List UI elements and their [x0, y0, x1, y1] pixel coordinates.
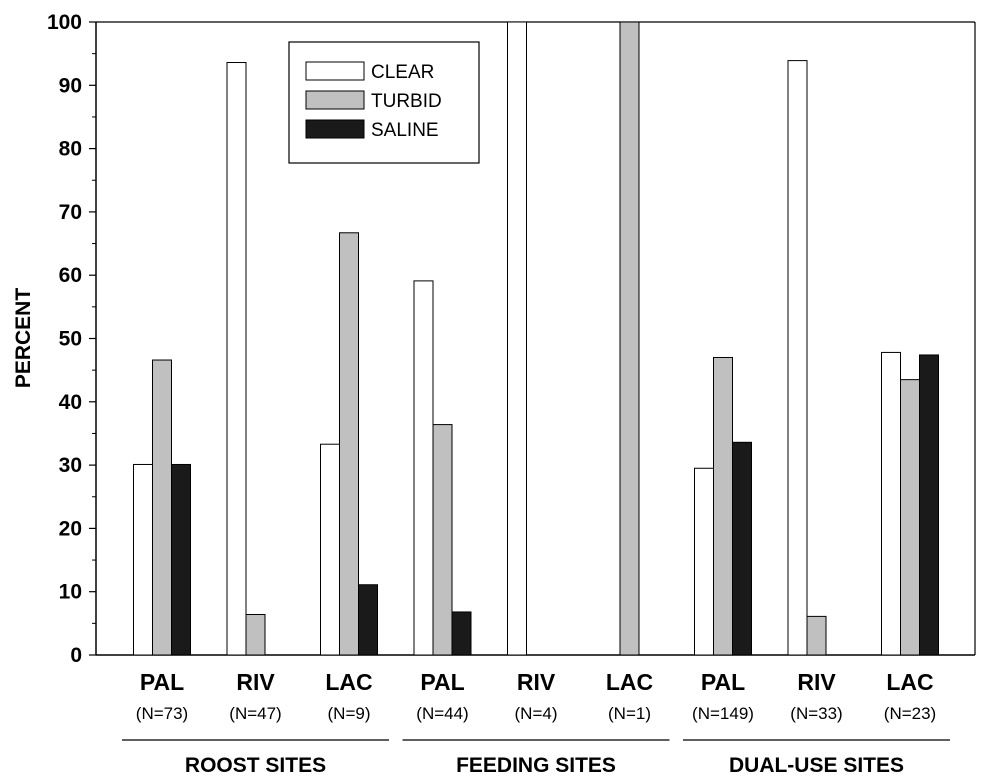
- category-n-label: (N=73): [136, 704, 188, 723]
- bar-clear-6: [694, 467, 714, 656]
- category-labels: PAL (N=73) RIV (N=47) LAC (N=9) PAL (N=44) RIV (N…: [122, 669, 950, 777]
- category-label: PAL: [420, 669, 464, 695]
- category-n-label: (N=23): [884, 704, 936, 723]
- category-n-label: (N=4): [515, 704, 558, 723]
- category-label: LAC: [886, 669, 933, 695]
- y-axis-label: PERCENT: [12, 288, 35, 389]
- legend-label-turbid: TURBID: [371, 91, 442, 112]
- category-n-label: (N=1): [608, 704, 651, 723]
- bar-clear-4: [507, 21, 527, 656]
- bar-turbid-1: [245, 613, 266, 656]
- bar-clear-7: [787, 60, 808, 656]
- bar-clear-8: [881, 351, 901, 656]
- y-tick-label: 0: [70, 644, 82, 667]
- y-tick-label: 60: [59, 264, 82, 287]
- legend-swatch-clear: [305, 61, 365, 81]
- category-label: RIV: [797, 669, 836, 695]
- bar-turbid-2: [339, 232, 359, 656]
- legend-swatch-turbid: [305, 90, 365, 110]
- y-tick-label: 40: [59, 391, 82, 414]
- category-label: PAL: [701, 669, 745, 695]
- bar-clear-3: [413, 280, 434, 656]
- bar-saline-6: [732, 441, 752, 656]
- y-tick-label: 80: [59, 138, 82, 161]
- y-tick-label: 30: [59, 454, 82, 477]
- bar-turbid-5: [619, 21, 640, 656]
- y-tick-label: 90: [59, 74, 82, 97]
- bar-saline-2: [358, 584, 378, 656]
- bar-saline-3: [451, 611, 472, 656]
- bar-turbid-8: [900, 379, 920, 656]
- category-label: PAL: [140, 669, 184, 695]
- group-label: FEEDING SITES: [456, 754, 616, 777]
- group-label: ROOST SITES: [185, 754, 326, 777]
- category-n-label: (N=9): [328, 704, 371, 723]
- category-label: RIV: [236, 669, 275, 695]
- bar-clear-1: [226, 62, 247, 656]
- bar-turbid-3: [432, 424, 453, 656]
- y-tick-label: 20: [59, 517, 82, 540]
- bars: [133, 21, 939, 656]
- category-n-label: (N=149): [692, 704, 754, 723]
- category-label: RIV: [517, 669, 556, 695]
- legend-label-saline: SALINE: [371, 120, 439, 141]
- category-n-label: (N=44): [416, 704, 468, 723]
- legend-swatch-saline: [305, 119, 365, 139]
- y-tick-label: 70: [59, 201, 82, 224]
- bar-clear-0: [133, 463, 153, 656]
- bar-turbid-6: [713, 356, 733, 656]
- bar-turbid-7: [806, 615, 827, 656]
- category-n-label: (N=33): [790, 704, 842, 723]
- legend-label-clear: CLEAR: [371, 62, 434, 83]
- y-tick-label: 10: [59, 581, 82, 604]
- legend: CLEAR TURBID SALINE: [288, 41, 480, 164]
- bar-turbid-0: [152, 359, 172, 656]
- group-label: DUAL-USE SITES: [729, 754, 904, 777]
- bar-clear-2: [320, 443, 340, 656]
- y-tick-label: 100: [47, 11, 82, 34]
- bar-saline-0: [171, 463, 191, 656]
- category-label: LAC: [325, 669, 372, 695]
- axes: 0 10 20 30 40 50 60 70 80 90 100: [47, 11, 976, 667]
- bar-saline-8: [919, 354, 939, 656]
- y-tick-label: 50: [59, 328, 82, 351]
- category-n-label: (N=47): [229, 704, 281, 723]
- category-label: LAC: [606, 669, 653, 695]
